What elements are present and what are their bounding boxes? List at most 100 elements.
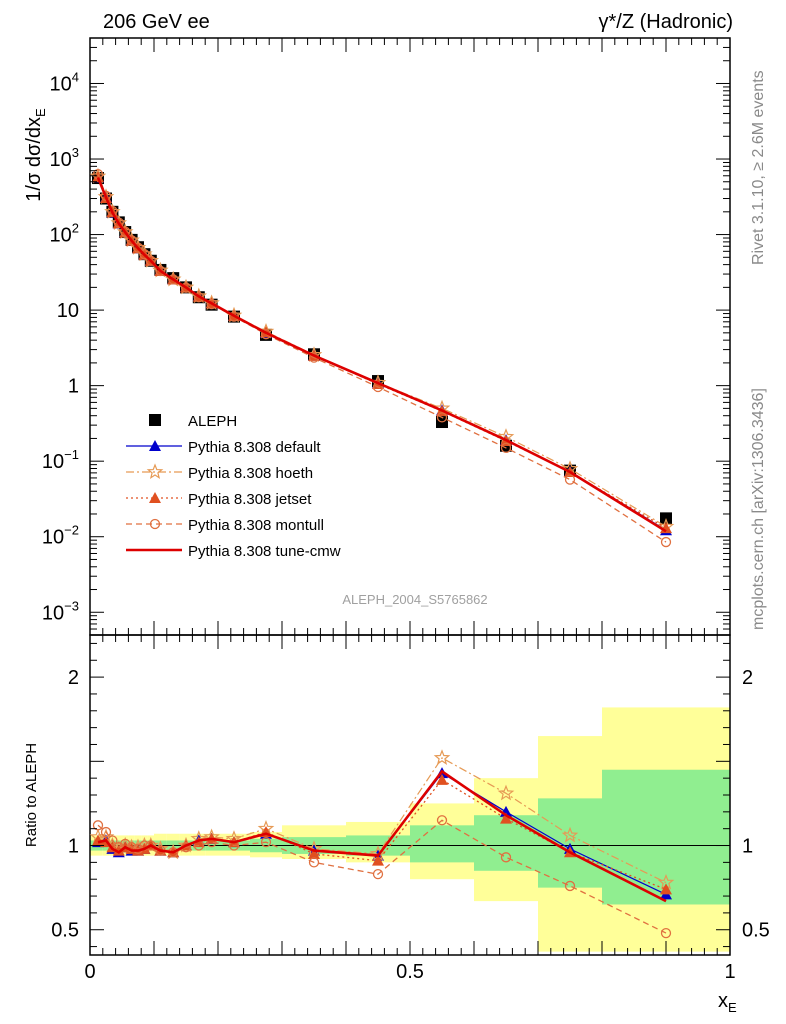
legend: ALEPH Pythia 8.308 default Pythia 8.308 ho… [126,413,341,560]
ratio-series-marker [372,854,384,866]
upper-ytick-label: 10−2 [42,523,79,549]
ratio-series-marker [100,826,112,838]
upper-ytick-label-base: 10 [42,602,64,624]
series-line [97,176,667,528]
series-marker [155,265,166,277]
ratio-series-marker [433,749,451,765]
ratio-series-marker [500,812,512,824]
upper-ytick-label-exp: 4 [72,69,79,84]
ratio-series-marker [260,837,272,848]
series-marker [500,442,512,454]
legend-label: ALEPH [188,413,237,430]
upper-ytick-label: 10 [57,300,79,322]
xlabel-sub: E [728,1000,737,1015]
series-line [96,177,667,533]
ratio-series-marker [660,927,672,939]
uncertainty-bands [90,707,730,952]
header-right: γ*/Z (Hadronic) [599,11,733,33]
upper-ytick-label-exp: −2 [64,523,79,538]
series-marker [126,235,137,246]
series-line [97,173,667,543]
upper-ytick-label-base: 10 [50,73,72,95]
legend-marker-aleph [149,414,161,426]
legend-marker [149,492,161,503]
upper-ytick-label-base: 10 [57,300,79,322]
upper-frame-box [89,37,731,636]
legend-marker [149,440,161,451]
upper-ytick-label-base: 10 [42,451,64,473]
upper-panel-frame [89,37,731,636]
ratio-series-marker [112,844,125,856]
legend-label: Pythia 8.308 montull [188,517,324,534]
lower-xtick-label: 1 [724,961,735,983]
legend-marker [149,518,161,530]
upper-ytick-label-base: 10 [50,225,72,247]
analysis-watermark: ALEPH_2004_S5765862 [342,592,487,607]
lower-ytick-label-right: 0.5 [742,920,770,942]
upper-ytick-label: 10−1 [42,447,79,473]
legend-label: Pythia 8.308 hoeth [188,465,313,482]
series-marker [92,171,104,183]
series-marker [206,298,217,310]
ratio-series-line [97,769,667,903]
upper-ytick-label-exp: 3 [72,145,79,160]
lower-ytick-label-right: 2 [742,667,753,689]
upper-ytick-label: 102 [50,221,79,247]
ratio-series-marker [561,826,579,843]
ratio-series-line [98,757,667,884]
upper-y-axis-label: 1/σ dσ/dxE [23,108,48,202]
series-marker [193,292,204,303]
side-label-rivet: Rivet 3.1.10, ≥ 2.6M events [750,70,767,265]
lower-ytick-label-right: 1 [742,836,753,858]
ratio-series-marker [497,784,515,801]
ylabel-main: 1/σ dσ/dx [23,117,45,202]
upper-ytick-label: 103 [50,145,79,171]
series-marker [132,242,144,253]
legend-label: Pythia 8.308 default [188,439,321,456]
series-marker [120,226,131,237]
series-marker [228,311,240,322]
lower-panel-series [89,749,675,939]
ratio-series-marker [92,820,104,831]
ratio-series-marker [564,880,576,892]
series-marker [107,205,118,217]
series-marker [180,282,192,293]
upper-ytick-label-exp: −1 [64,447,79,462]
series-marker [145,255,156,266]
band-inner [410,825,474,863]
upper-ytick-label-base: 10 [42,527,64,549]
legend-label: Pythia 8.308 tune-cmw [188,543,341,560]
series-marker [168,274,179,285]
lower-xtick-label: 0.5 [396,961,424,983]
upper-ytick-label-exp: 2 [72,221,79,236]
legend-label: Pythia 8.308 jetset [188,491,312,508]
upper-ytick-label-base: 10 [50,149,72,171]
header-left: 206 GeV ee [103,11,210,33]
ratio-series-marker [308,847,320,859]
ratio-series-marker [436,815,448,826]
upper-ytick-label: 1 [68,376,79,398]
series-marker [564,474,576,485]
lower-ytick-label-left: 1 [68,836,79,858]
series-marker [113,217,124,228]
ratio-series-marker [436,773,448,785]
ratio-series-marker [372,869,384,880]
xlabel-main: x [718,990,728,1012]
lower-ytick-label-left: 2 [68,667,79,689]
ratio-series-marker [145,840,156,851]
series-marker [139,249,150,260]
ratio-series-marker [308,857,320,868]
lower-xtick-label: 0 [84,961,95,983]
ratio-series-marker [107,835,118,846]
upper-ytick-label-base: 1 [68,376,79,398]
series-marker [436,412,448,423]
upper-ytick-label: 104 [50,69,79,95]
upper-panel-series [89,167,675,548]
ylabel-sub: E [33,108,48,117]
lower-y-axis-label: Ratio to ALEPH [23,743,40,847]
lower-ytick-label-left: 0.5 [51,920,79,942]
ratio-series-marker [500,852,512,863]
x-axis-label: xE [718,990,737,1015]
